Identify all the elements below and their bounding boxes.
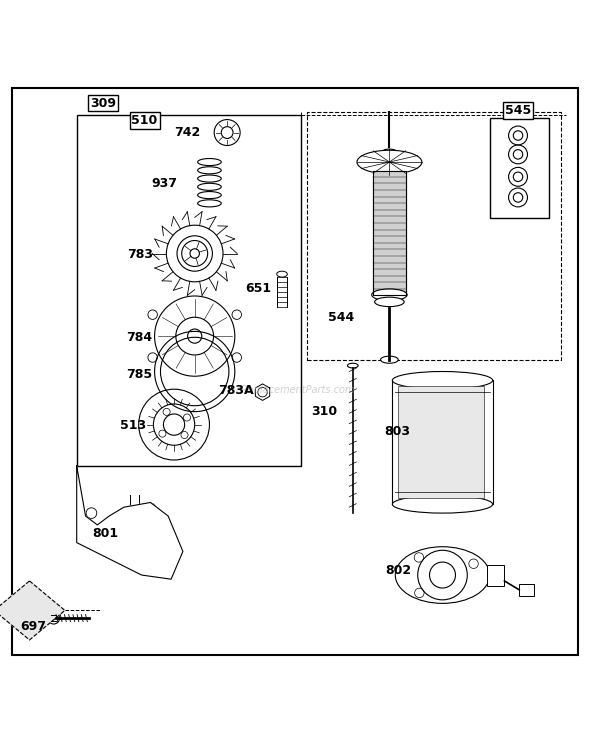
Text: 697: 697: [20, 620, 46, 633]
Text: 802: 802: [386, 565, 412, 577]
Bar: [392, 380, 493, 504]
Text: 937: 937: [151, 178, 177, 190]
Bar: [77, 115, 301, 466]
Ellipse shape: [395, 547, 490, 603]
Text: 784: 784: [126, 331, 152, 344]
Ellipse shape: [372, 289, 407, 301]
Bar: [487, 565, 504, 585]
Ellipse shape: [392, 496, 493, 513]
Bar: [398, 386, 484, 499]
Text: 803: 803: [384, 425, 410, 438]
Ellipse shape: [375, 297, 404, 307]
Text: 783A: 783A: [218, 384, 254, 397]
Ellipse shape: [348, 363, 358, 368]
Text: 309: 309: [90, 97, 116, 109]
Text: 513: 513: [120, 419, 146, 432]
Bar: [490, 118, 549, 218]
Text: 785: 785: [126, 368, 152, 381]
Text: 783: 783: [127, 248, 153, 262]
Text: 545: 545: [505, 104, 531, 117]
Bar: [307, 112, 560, 360]
Bar: [519, 584, 534, 596]
Polygon shape: [373, 171, 406, 295]
Text: eReplacementParts.com: eReplacementParts.com: [235, 386, 355, 395]
Text: 544: 544: [328, 311, 354, 324]
Text: 801: 801: [92, 527, 118, 539]
Polygon shape: [77, 466, 183, 580]
Polygon shape: [0, 581, 65, 640]
Circle shape: [48, 612, 60, 624]
Text: 742: 742: [175, 126, 201, 139]
Text: 651: 651: [245, 282, 271, 296]
Ellipse shape: [381, 356, 398, 363]
Text: 510: 510: [132, 114, 158, 127]
Ellipse shape: [357, 150, 422, 174]
Ellipse shape: [392, 372, 493, 389]
Text: 310: 310: [312, 405, 337, 418]
